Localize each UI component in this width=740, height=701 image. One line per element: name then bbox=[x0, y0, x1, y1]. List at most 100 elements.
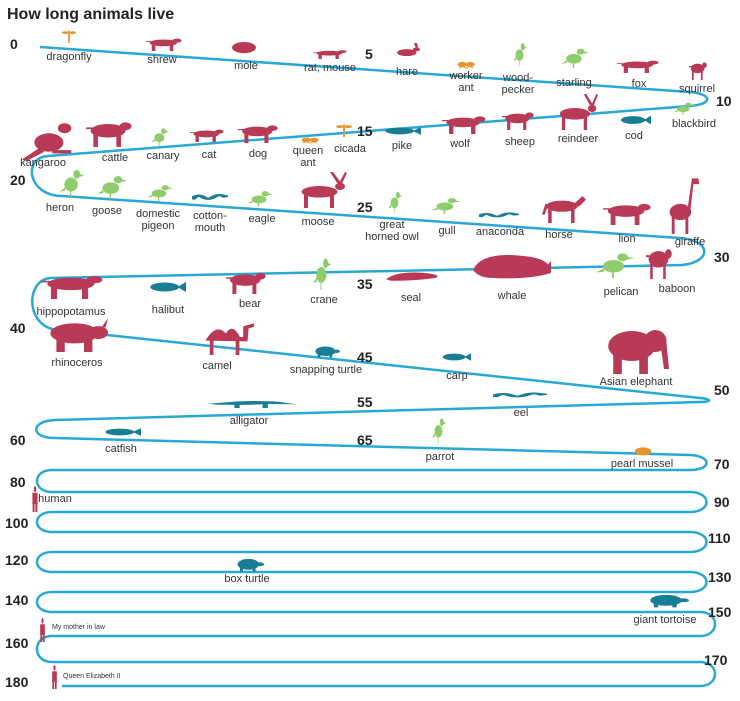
dog-icon bbox=[238, 123, 278, 143]
animal-label: giant tortoise bbox=[633, 614, 697, 626]
year-marker: 140 bbox=[5, 592, 29, 608]
animal-label: worker ant bbox=[449, 70, 483, 94]
animal-label: anaconda bbox=[475, 226, 525, 238]
cod-icon bbox=[619, 113, 651, 127]
canary-icon bbox=[151, 126, 169, 146]
animal-label: crane bbox=[310, 294, 338, 306]
animal-label: queen ant bbox=[292, 145, 324, 169]
track-line bbox=[30, 45, 717, 688]
cattle-icon bbox=[86, 119, 132, 147]
fox-icon bbox=[617, 59, 659, 73]
year-marker: 35 bbox=[357, 276, 373, 292]
elephant-icon bbox=[607, 324, 669, 374]
squirrel-icon bbox=[689, 60, 707, 80]
animal-label: sheep bbox=[505, 136, 535, 148]
animal-label: seal bbox=[400, 292, 422, 304]
animal-label: squirrel bbox=[678, 83, 716, 95]
animal-label: carp bbox=[446, 370, 468, 382]
rhino-icon bbox=[48, 316, 108, 352]
year-marker: 5 bbox=[365, 46, 373, 62]
person-icon bbox=[50, 665, 59, 689]
animal-label: alligator bbox=[229, 415, 269, 427]
animal-label: cicada bbox=[334, 143, 366, 155]
woodpecker-icon bbox=[513, 40, 527, 66]
animal-label: gull bbox=[438, 225, 456, 237]
gull-icon bbox=[431, 196, 461, 214]
rat-icon bbox=[313, 46, 347, 59]
animal-label: hare bbox=[395, 66, 419, 78]
year-marker: 80 bbox=[10, 474, 26, 490]
cicada-icon bbox=[336, 123, 352, 137]
animal-label: halibut bbox=[151, 304, 185, 316]
animal-label: bear bbox=[238, 298, 262, 310]
animal-label: blackbird bbox=[671, 118, 717, 130]
sheep-icon bbox=[502, 110, 534, 130]
year-marker: 65 bbox=[357, 432, 373, 448]
eagle-icon bbox=[247, 189, 273, 207]
year-marker: 110 bbox=[708, 530, 731, 546]
animal-label: fox bbox=[631, 78, 647, 90]
box-turtle-icon bbox=[234, 556, 264, 572]
animal-label: canary bbox=[146, 150, 180, 162]
year-marker: 170 bbox=[704, 652, 728, 668]
ant-icon bbox=[457, 56, 475, 69]
mussel-icon bbox=[634, 443, 652, 456]
year-marker: 40 bbox=[10, 320, 26, 336]
wolf-icon bbox=[442, 114, 486, 134]
year-marker: 130 bbox=[708, 569, 732, 585]
whale-icon bbox=[473, 252, 551, 282]
cottonmouth-icon bbox=[188, 190, 230, 202]
year-marker: 20 bbox=[10, 172, 26, 188]
animal-label: dragonfly bbox=[46, 51, 92, 63]
animal-label: My mother in law bbox=[52, 624, 105, 631]
animal-label: shrew bbox=[147, 54, 177, 66]
owl-icon bbox=[388, 189, 402, 213]
animal-label: hippopotamus bbox=[36, 306, 106, 318]
animal-label: snapping turtle bbox=[289, 364, 363, 376]
bear-icon bbox=[226, 270, 266, 294]
mole-icon bbox=[231, 40, 257, 54]
year-marker: 10 bbox=[716, 93, 732, 109]
parrot-icon bbox=[432, 415, 446, 443]
alligator-icon bbox=[208, 396, 296, 409]
animal-label: reindeer bbox=[557, 133, 599, 145]
animal-label: dog bbox=[248, 148, 268, 160]
shrew-icon bbox=[146, 37, 182, 51]
animal-label: giraffe bbox=[674, 236, 706, 248]
animal-label: kangaroo bbox=[20, 157, 66, 169]
animal-label: Asian elephant bbox=[599, 376, 673, 388]
animal-label: heron bbox=[45, 202, 75, 214]
animal-label: starling bbox=[556, 77, 592, 89]
catfish-icon bbox=[103, 425, 141, 437]
snapping-turtle-icon bbox=[312, 344, 340, 358]
animal-label: parrot bbox=[425, 451, 455, 463]
reindeer-icon bbox=[556, 94, 598, 130]
tortoise-icon bbox=[645, 592, 689, 608]
year-marker: 150 bbox=[708, 604, 732, 620]
year-marker: 70 bbox=[714, 456, 730, 472]
animal-label: cotton- mouth bbox=[193, 210, 227, 234]
animal-label: whale bbox=[497, 290, 527, 302]
page-title: How long animals live bbox=[7, 6, 175, 23]
year-marker: 50 bbox=[714, 382, 730, 398]
animal-label: mole bbox=[234, 60, 258, 72]
animal-label: box turtle bbox=[224, 573, 270, 585]
animal-label: rat, mouse bbox=[304, 62, 356, 74]
animal-label: baboon bbox=[658, 283, 696, 295]
person-icon bbox=[38, 618, 47, 642]
animal-label: cat bbox=[201, 149, 217, 161]
moose-icon bbox=[297, 172, 347, 208]
animal-label: wood- pecker bbox=[501, 72, 535, 96]
eel-icon bbox=[488, 387, 550, 398]
year-marker: 120 bbox=[5, 552, 29, 568]
animal-label: eel bbox=[513, 407, 529, 419]
year-marker: 25 bbox=[357, 199, 373, 215]
animal-label: cod bbox=[625, 130, 643, 142]
hippo-icon bbox=[41, 273, 103, 299]
animal-label: horse bbox=[545, 229, 573, 241]
year-marker: 90 bbox=[714, 494, 730, 510]
animal-label: pearl mussel bbox=[610, 458, 674, 470]
year-marker: 30 bbox=[714, 249, 730, 265]
giraffe-icon bbox=[666, 176, 702, 234]
